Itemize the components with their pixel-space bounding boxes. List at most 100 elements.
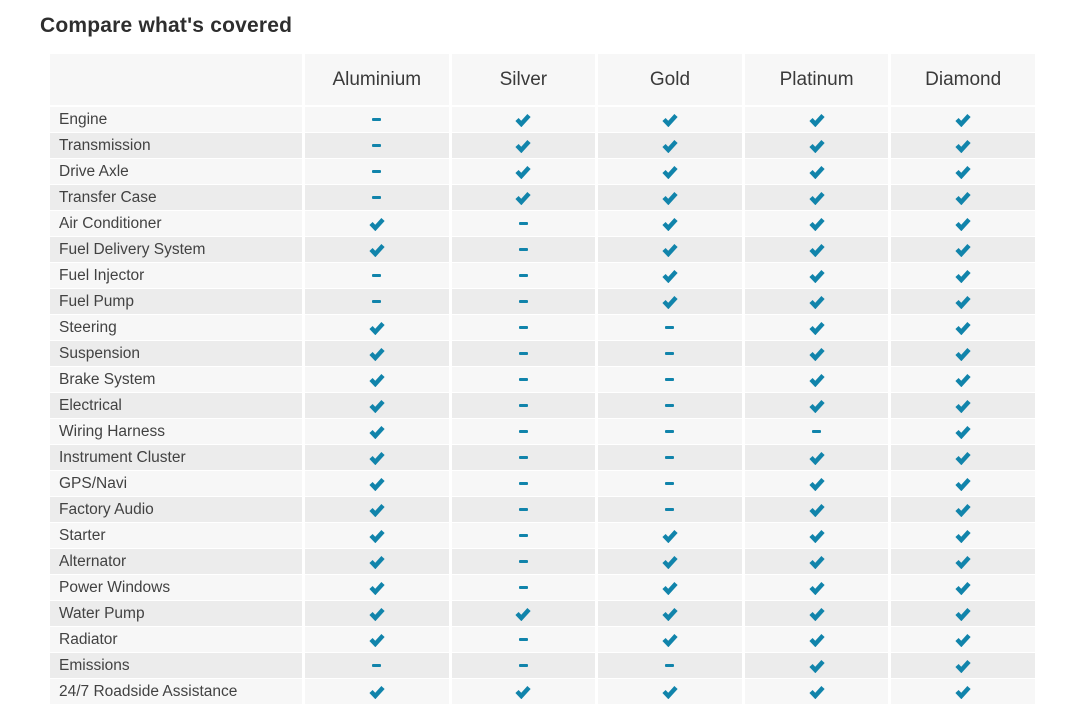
row-label: Power Windows (50, 575, 302, 600)
coverage-cell (595, 419, 742, 444)
row-label: Brake System (50, 367, 302, 392)
check-icon (662, 581, 678, 595)
dash-icon (518, 507, 528, 512)
coverage-cell (741, 341, 889, 366)
dash-icon (518, 377, 528, 382)
coverage-cell (448, 367, 596, 392)
check-icon (808, 451, 825, 465)
coverage-cell (448, 159, 596, 184)
coverage-cell (448, 575, 596, 600)
table-row: Radiator (50, 627, 1035, 653)
row-label: Air Conditioner (50, 211, 302, 236)
check-icon (515, 139, 532, 153)
dash-icon (665, 481, 675, 486)
coverage-cell (448, 133, 596, 158)
coverage-cell (888, 289, 1035, 314)
coverage-cell (302, 211, 449, 236)
coverage-cell (741, 497, 889, 522)
coverage-cell (888, 315, 1035, 340)
check-icon (955, 477, 971, 491)
dash-icon (372, 117, 382, 122)
column-header-platinum: Platinum (741, 54, 889, 105)
coverage-cell (302, 341, 449, 366)
coverage-cell (595, 549, 742, 574)
row-label: 24/7 Roadside Assistance (50, 679, 302, 704)
row-label: Transmission (50, 133, 302, 158)
coverage-cell (888, 601, 1035, 626)
dash-icon (372, 663, 382, 668)
row-label: Starter (50, 523, 302, 548)
check-icon (369, 347, 385, 361)
check-icon (808, 477, 825, 491)
coverage-cell (888, 341, 1035, 366)
check-icon (808, 685, 825, 699)
check-icon (955, 607, 971, 621)
coverage-cell (595, 133, 742, 158)
coverage-cell (302, 627, 449, 652)
table-row: Brake System (50, 367, 1035, 393)
check-icon (955, 165, 971, 179)
dash-icon (372, 169, 382, 174)
table-row: Alternator (50, 549, 1035, 575)
dash-icon (518, 403, 528, 408)
coverage-cell (448, 653, 596, 678)
row-label: Steering (50, 315, 302, 340)
table-row: Power Windows (50, 575, 1035, 601)
coverage-cell (595, 315, 742, 340)
coverage-cell (741, 419, 889, 444)
dash-icon (665, 325, 675, 330)
check-icon (955, 503, 971, 517)
coverage-cell (302, 523, 449, 548)
table-row: Factory Audio (50, 497, 1035, 523)
check-icon (808, 633, 825, 647)
check-icon (662, 295, 678, 309)
coverage-cell (888, 367, 1035, 392)
row-label: Transfer Case (50, 185, 302, 210)
coverage-cell (448, 107, 596, 132)
coverage-cell (888, 159, 1035, 184)
dash-icon (518, 481, 528, 486)
check-icon (369, 243, 385, 257)
check-icon (955, 269, 971, 283)
check-icon (369, 633, 385, 647)
check-icon (955, 295, 971, 309)
table-row: Fuel Pump (50, 289, 1035, 315)
check-icon (955, 347, 971, 361)
table-row: Emissions (50, 653, 1035, 679)
row-label: Suspension (50, 341, 302, 366)
check-icon (369, 503, 385, 517)
check-icon (662, 191, 678, 205)
check-icon (808, 243, 825, 257)
coverage-cell (595, 523, 742, 548)
row-label: Electrical (50, 393, 302, 418)
check-icon (662, 607, 678, 621)
coverage-cell (595, 679, 742, 704)
row-label: Water Pump (50, 601, 302, 626)
check-icon (369, 581, 385, 595)
row-label: GPS/Navi (50, 471, 302, 496)
table-row: Fuel Delivery System (50, 237, 1035, 263)
coverage-cell (888, 497, 1035, 522)
check-icon (955, 633, 971, 647)
coverage-cell (448, 471, 596, 496)
coverage-cell (302, 393, 449, 418)
coverage-cell (595, 393, 742, 418)
coverage-cell (595, 263, 742, 288)
check-icon (955, 555, 971, 569)
row-label: Fuel Delivery System (50, 237, 302, 262)
coverage-cell (302, 497, 449, 522)
check-icon (955, 581, 971, 595)
check-icon (955, 685, 971, 699)
coverage-cell (595, 367, 742, 392)
coverage-cell (741, 315, 889, 340)
dash-icon (518, 299, 528, 304)
row-label: Radiator (50, 627, 302, 652)
check-icon (369, 529, 385, 543)
coverage-cell (595, 471, 742, 496)
table-row: Electrical (50, 393, 1035, 419)
coverage-cell (888, 471, 1035, 496)
coverage-cell (595, 497, 742, 522)
coverage-cell (888, 185, 1035, 210)
check-icon (515, 191, 532, 205)
column-header-silver: Silver (448, 54, 596, 105)
